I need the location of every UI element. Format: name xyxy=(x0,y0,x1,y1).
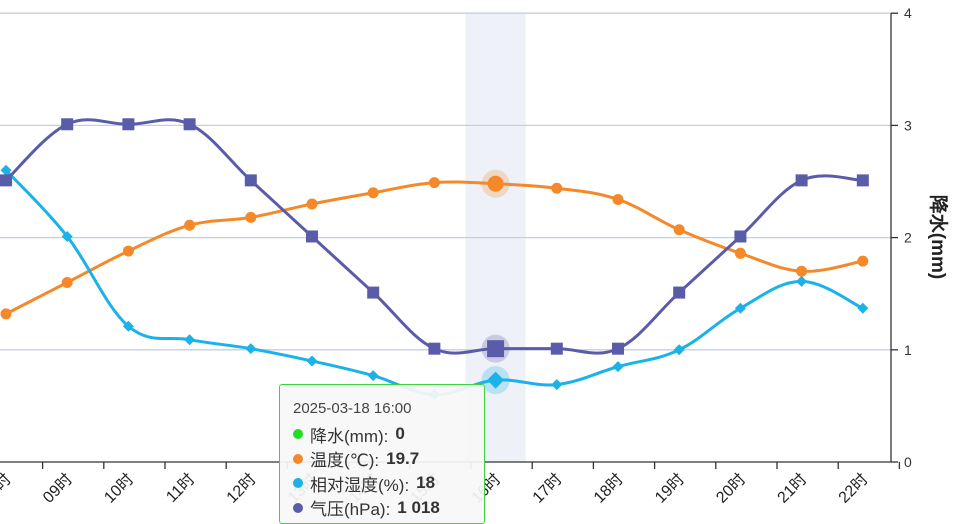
data-point xyxy=(61,276,73,288)
data-point xyxy=(0,164,12,176)
data-point xyxy=(367,286,380,299)
data-point xyxy=(367,187,379,199)
x-tick-label: 12时 xyxy=(223,470,260,507)
data-point xyxy=(428,342,441,355)
y-tick-label: 0 xyxy=(904,454,912,470)
series-dot-icon xyxy=(293,478,303,489)
tooltip-row-pressure: 气压(hPa): 1 018 xyxy=(293,496,484,521)
data-point xyxy=(367,370,379,382)
data-point xyxy=(61,118,74,131)
data-point xyxy=(306,355,318,367)
tooltip-value: 19.7 xyxy=(386,448,420,468)
data-point xyxy=(796,265,808,277)
tooltip-value: 18 xyxy=(416,473,436,493)
data-point xyxy=(734,247,746,259)
data-point xyxy=(673,344,685,356)
tooltip-value: 1 018 xyxy=(397,497,440,517)
tooltip-header: 2025-03-18 16:00 xyxy=(293,400,412,417)
tooltip-value: 0 xyxy=(395,424,405,444)
data-point xyxy=(244,174,257,187)
data-point xyxy=(122,118,135,131)
data-point xyxy=(487,371,505,389)
grid-lines xyxy=(0,12,891,351)
series-dot-icon xyxy=(293,429,303,440)
x-tick-label: 10时 xyxy=(101,470,138,507)
x-tick-label: 11时 xyxy=(163,470,199,506)
data-point xyxy=(306,198,318,210)
x-tick-label: 17时 xyxy=(529,470,566,507)
data-point xyxy=(183,118,196,131)
tooltip-label: 降水(mm): xyxy=(310,426,389,446)
y-tick-label: 1 xyxy=(904,342,912,358)
tooltip-label: 气压(hPa): xyxy=(310,500,391,520)
data-point xyxy=(487,175,504,192)
series-line xyxy=(5,180,864,316)
data-point xyxy=(306,230,318,243)
tooltip: 2025-03-18 16:00 降水(mm): 0 温度(℃): 19.7 相… xyxy=(279,384,485,524)
tooltip-label: 相对湿度(%): xyxy=(310,475,410,495)
tooltip-row-precipitation: 降水(mm): 0 xyxy=(293,422,484,447)
data-point xyxy=(612,193,624,205)
series-3 xyxy=(0,118,869,363)
data-point xyxy=(245,343,257,355)
y-tick-label: 4 xyxy=(904,5,912,21)
y-axis-title: 降水(mm) xyxy=(927,195,950,279)
data-point xyxy=(673,286,686,299)
y-tick-label: 3 xyxy=(904,117,912,133)
series-line xyxy=(4,118,863,355)
data-point xyxy=(122,245,134,257)
data-point xyxy=(487,340,505,358)
y-axis-labels: 0 1 2 3 4 xyxy=(904,5,912,470)
series-line xyxy=(4,169,864,397)
data-point xyxy=(734,230,747,243)
x-tick-label: 18时 xyxy=(590,470,627,507)
data-point xyxy=(550,342,563,355)
series-dot-icon xyxy=(293,453,303,464)
data-point xyxy=(796,275,808,287)
tooltip-row-temperature: 温度(℃): 19.7 xyxy=(293,447,484,472)
series-layer xyxy=(0,118,869,401)
data-point xyxy=(795,174,808,187)
data-point xyxy=(857,302,869,314)
data-point xyxy=(428,177,440,189)
data-point xyxy=(734,302,746,314)
data-point xyxy=(612,342,624,355)
data-point xyxy=(612,361,624,373)
series-dot-icon xyxy=(293,502,303,513)
x-tick-label: 22时 xyxy=(835,470,872,507)
data-point xyxy=(856,174,869,187)
data-point xyxy=(0,174,12,187)
x-tick-label: 08时 xyxy=(0,470,15,507)
data-point xyxy=(61,230,73,242)
data-point xyxy=(857,255,869,267)
tooltip-label: 温度(℃): xyxy=(310,451,380,471)
data-point xyxy=(673,224,685,236)
data-point xyxy=(245,211,257,223)
y-tick-label: 2 xyxy=(904,230,912,246)
x-tick-label: 09时 xyxy=(39,470,76,507)
series-1 xyxy=(0,169,869,320)
data-point xyxy=(184,334,196,346)
tooltip-row-humidity: 相对湿度(%): 18 xyxy=(293,471,484,496)
data-point xyxy=(551,182,563,194)
data-point xyxy=(122,320,134,332)
x-tick-label: 21时 xyxy=(774,470,811,507)
data-point xyxy=(551,379,563,391)
data-point xyxy=(0,308,12,320)
x-tick-label: 20时 xyxy=(713,470,750,507)
x-tick-label: 19时 xyxy=(651,470,688,507)
series-2 xyxy=(0,164,869,401)
data-point xyxy=(184,219,196,231)
